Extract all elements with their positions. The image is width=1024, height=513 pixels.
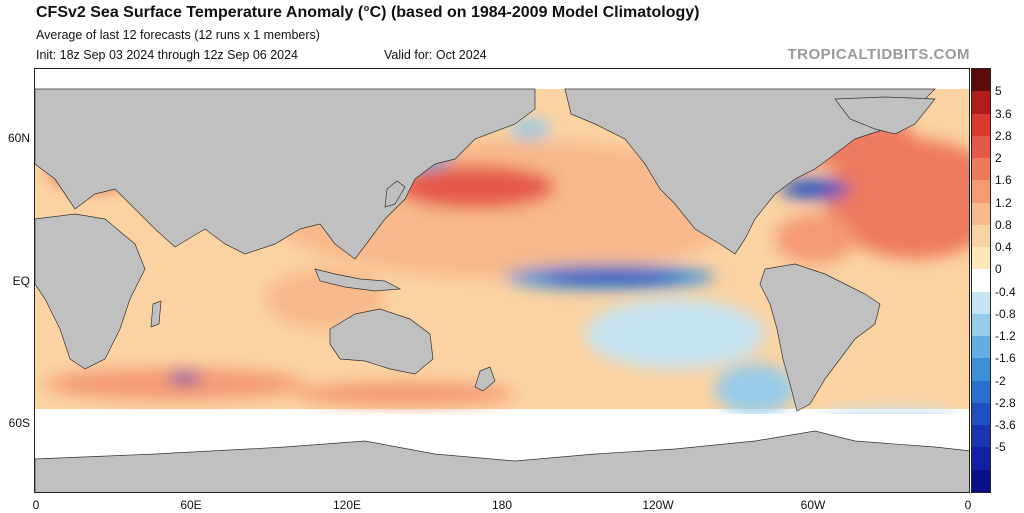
valid-time: Valid for: Oct 2024 <box>384 48 487 62</box>
colorbar-label: -0.8 <box>995 306 1016 321</box>
colorbar-segment <box>972 247 990 270</box>
colorbar-segment <box>972 380 990 404</box>
lat-label-eq: EQ <box>12 274 30 288</box>
warm-region <box>295 382 515 406</box>
colorbar-label: -0.4 <box>995 284 1016 299</box>
colorbar-segment <box>972 180 990 204</box>
colorbar-label: -2 <box>995 373 1006 388</box>
colorbar-label: -1.2 <box>995 329 1016 344</box>
source-credit: TROPICALTIDBITS.COM <box>787 46 970 63</box>
madagascar <box>150 300 162 328</box>
colorbar-label: 0.8 <box>995 217 1012 232</box>
colorbar <box>971 68 991 493</box>
antarctica <box>35 430 969 492</box>
cool-region <box>540 270 680 284</box>
colorbar-label: 1.2 <box>995 195 1012 210</box>
cool-region <box>715 364 795 414</box>
colorbar-segment <box>972 425 990 448</box>
greenland <box>834 96 936 135</box>
colorbar-segment <box>972 135 990 159</box>
eurasia <box>35 88 536 260</box>
lat-label-60n: 60N <box>7 131 30 145</box>
map-subtitle: Average of last 12 forecasts (12 runs x … <box>36 28 320 42</box>
colorbar-label: 1.6 <box>995 173 1012 188</box>
warm-region <box>45 368 305 400</box>
africa <box>35 213 146 370</box>
colorbar-label: -2.8 <box>995 395 1016 410</box>
north-america <box>564 88 936 255</box>
lat-label-60s: 60S <box>8 416 30 430</box>
colorbar-segment <box>972 113 990 137</box>
colorbar-label: 2 <box>995 151 1002 166</box>
colorbar-label: -3.6 <box>995 418 1016 433</box>
lon-label-60e: 60E <box>180 498 202 512</box>
colorbar-segment <box>972 291 990 315</box>
south-america <box>759 263 881 412</box>
colorbar-segment <box>972 336 990 359</box>
cool-region <box>780 179 850 199</box>
colorbar-label: 0.4 <box>995 240 1012 255</box>
warm-region <box>825 139 969 259</box>
indonesia <box>314 268 402 292</box>
cool-region <box>585 299 765 369</box>
colorbar-segment <box>972 469 990 493</box>
lon-label-120e: 120E <box>332 498 362 512</box>
lon-label-60w: 60W <box>800 498 826 512</box>
japan <box>384 180 406 208</box>
lon-label-180: 180 <box>491 498 513 512</box>
colorbar-segment <box>972 313 990 337</box>
colorbar-label: 5 <box>995 84 1002 99</box>
colorbar-segment <box>972 158 990 181</box>
colorbar-label: 0 <box>995 262 1002 277</box>
colorbar-label: 2.8 <box>995 128 1012 143</box>
colorbar-segment <box>972 269 990 293</box>
colorbar-label: -5 <box>995 440 1006 455</box>
colorbar-segment <box>972 402 990 426</box>
map-title: CFSv2 Sea Surface Temperature Anomaly (°… <box>36 4 700 21</box>
colorbar-segment <box>972 69 990 92</box>
new-zealand <box>474 366 496 392</box>
land-masses <box>35 88 969 492</box>
colorbar-segment <box>972 358 990 382</box>
australia <box>329 308 434 375</box>
warm-region <box>775 214 855 264</box>
init-time: Init: 18z Sep 03 2024 through 12z Sep 06… <box>36 48 299 62</box>
map-canvas <box>35 88 969 492</box>
colorbar-segment <box>972 91 990 114</box>
colorbar-segment <box>972 224 990 248</box>
lon-label-0-east: 0 <box>964 498 972 512</box>
warm-region <box>395 165 555 209</box>
colorbar-segment <box>972 202 990 226</box>
sst-anomaly-map <box>34 68 970 493</box>
lon-label-120w: 120W <box>642 498 674 512</box>
colorbar-segment <box>972 447 990 471</box>
cool-region <box>169 373 201 383</box>
cool-region <box>510 119 550 139</box>
lon-label-0: 0 <box>32 498 40 512</box>
colorbar-label: -1.6 <box>995 351 1016 366</box>
colorbar-label: 3.6 <box>995 106 1012 121</box>
